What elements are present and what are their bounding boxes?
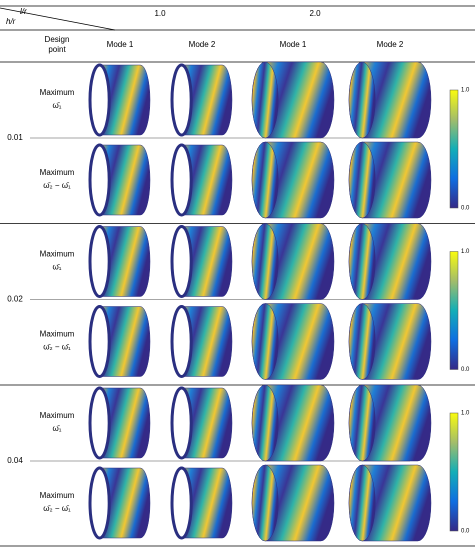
- colorbar-label: 0.0: [461, 529, 470, 535]
- row-label: ω̄₁: [53, 263, 62, 272]
- row-label: Maximum: [40, 250, 75, 259]
- colorbar-label: 1.0: [461, 88, 470, 94]
- mode-shape-end: [348, 223, 376, 300]
- row-label: Maximum: [40, 88, 75, 97]
- colorbar-label: 1.0: [461, 411, 470, 417]
- lr-value: 2.0: [309, 9, 321, 18]
- row-label: Maximum: [40, 411, 75, 420]
- mode-shape-end: [88, 305, 111, 378]
- mode-shape-end: [251, 141, 279, 219]
- mode-shape-end: [170, 143, 193, 217]
- row-label: Maximum: [40, 168, 75, 177]
- row-label: ω̄₁: [53, 101, 62, 110]
- row-label: ω̄₁: [53, 424, 62, 433]
- mode-shape-end: [251, 303, 279, 380]
- colorbar-label: 0.0: [461, 367, 470, 373]
- h-r-value: 0.01: [7, 133, 23, 142]
- lr-value: 1.0: [154, 9, 166, 18]
- mode-shape-end: [170, 386, 193, 460]
- mode-shape-end: [251, 384, 279, 462]
- colorbar: [449, 412, 459, 532]
- design-point: point: [48, 45, 66, 54]
- mode-shape-end: [88, 225, 111, 298]
- colorbar: [449, 89, 459, 209]
- mode-shape-end: [348, 384, 376, 462]
- corner-top: l/r: [20, 7, 27, 16]
- mode-shape-end: [170, 225, 193, 298]
- diagonal: [0, 7, 116, 31]
- mode-header: Mode 2: [189, 40, 216, 49]
- mode-header: Mode 1: [280, 40, 307, 49]
- mode-header: Mode 2: [377, 40, 404, 49]
- mode-shape-end: [348, 141, 376, 219]
- row-label: ω̄₂ − ω̄₁: [43, 343, 71, 352]
- design-point: Design: [45, 35, 70, 44]
- mode-shape-end: [348, 303, 376, 380]
- mode-shape-end: [251, 61, 279, 139]
- mode-shape-end: [88, 386, 111, 460]
- mode-shape-end: [170, 466, 193, 540]
- row-label: Maximum: [40, 330, 75, 339]
- mode-shape-end: [170, 63, 193, 137]
- mode-shape-end: [251, 223, 279, 300]
- corner-bottom: h/r: [6, 17, 16, 26]
- mode-shape-end: [348, 61, 376, 139]
- h-r-value: 0.02: [7, 295, 23, 304]
- h-r-value: 0.04: [7, 456, 23, 465]
- mode-shape-end: [88, 143, 111, 217]
- mode-header: Mode 1: [107, 40, 134, 49]
- row-label: ω̄₂ − ω̄₁: [43, 504, 71, 513]
- colorbar-label: 1.0: [461, 249, 470, 255]
- colorbar-label: 0.0: [461, 206, 470, 212]
- row-label: Maximum: [40, 491, 75, 500]
- mode-shape-end: [348, 464, 376, 542]
- colorbar: [449, 251, 459, 370]
- row-label: ω̄₂ − ω̄₁: [43, 181, 71, 190]
- mode-shape-end: [170, 305, 193, 378]
- mode-shape-end: [88, 466, 111, 540]
- mode-shape-end: [251, 464, 279, 542]
- mode-shape-end: [88, 63, 111, 137]
